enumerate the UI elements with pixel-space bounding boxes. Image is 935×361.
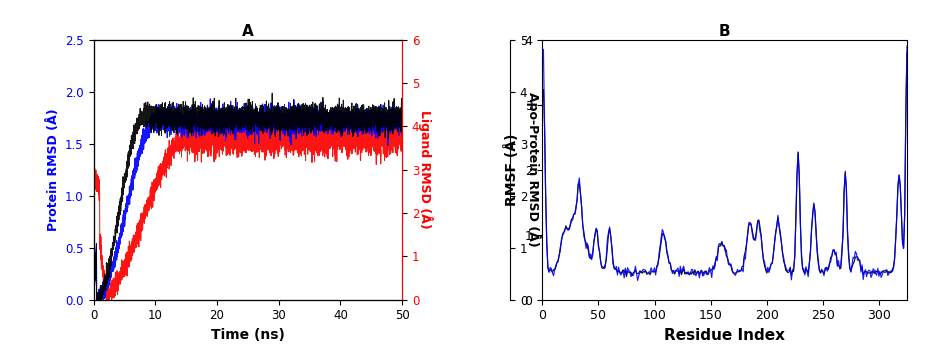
Y-axis label: RMSF (Å): RMSF (Å) — [504, 134, 519, 206]
Y-axis label: Ligand RMSD (Å): Ligand RMSD (Å) — [418, 110, 433, 229]
Title: A: A — [242, 23, 253, 39]
Title: B: B — [719, 23, 730, 39]
X-axis label: Residue Index: Residue Index — [664, 328, 785, 343]
Y-axis label: Protein RMSD (Å): Protein RMSD (Å) — [47, 108, 60, 231]
Y-axis label: Apo-Protein RMSD (Å): Apo-Protein RMSD (Å) — [526, 92, 541, 247]
X-axis label: Time (ns): Time (ns) — [210, 328, 285, 342]
